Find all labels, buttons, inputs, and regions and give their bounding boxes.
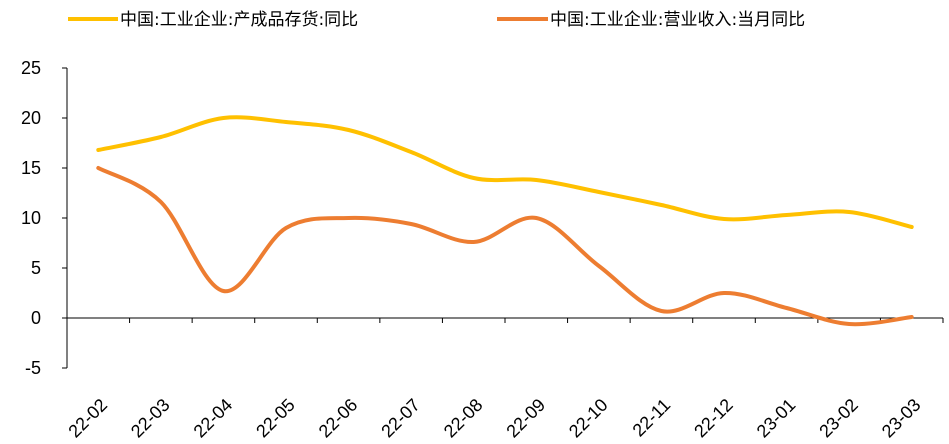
x-tick-label: 22-03 [127,395,174,442]
series-line-revenue [96,166,914,327]
legend-item-revenue: 中国:工业企业:营业收入:当月同比 [497,10,805,30]
x-tick-label: 22-07 [377,395,424,442]
x-tick-label: 22-05 [252,395,299,442]
series-layer [96,115,914,327]
x-axis: 22-02 22-03 22-04 22-05 22-06 22-07 22-08 22-09… [64,317,944,442]
x-tick-label: 22-06 [315,395,362,442]
x-tick-label: 22-11 [629,395,675,441]
x-tick-label: 23-03 [878,395,925,442]
legend: 中国:工业企业:产成品存货:同比 中国:工业企业:营业收入:当月同比 [68,10,805,30]
x-tick-label: 22-08 [440,395,487,442]
x-tick-label: 22-09 [502,395,549,442]
legend-item-inventory: 中国:工业企业:产成品存货:同比 [68,10,358,30]
x-tick-label: 22-02 [64,395,111,442]
x-tick-label: 22-04 [190,395,237,442]
legend-label-inventory: 中国:工业企业:产成品存货:同比 [120,10,358,30]
y-tick-label: 15 [21,158,41,178]
y-tick-label: 20 [21,108,41,128]
y-axis: -5 0 5 10 15 20 25 [21,58,68,378]
series-line-inventory [96,115,914,229]
y-tick-label: 25 [21,58,41,78]
x-tick-label: 22-10 [565,395,612,442]
legend-label-revenue: 中国:工业企业:营业收入:当月同比 [550,10,805,30]
x-tick-label: 23-01 [753,395,800,442]
y-tick-label: 5 [31,258,41,278]
x-tick-label: 22-12 [690,395,737,442]
y-tick-label: 0 [31,308,41,328]
x-tick-label: 23-02 [815,395,862,442]
y-tick-label: 10 [21,208,41,228]
y-tick-label: -5 [25,358,41,378]
